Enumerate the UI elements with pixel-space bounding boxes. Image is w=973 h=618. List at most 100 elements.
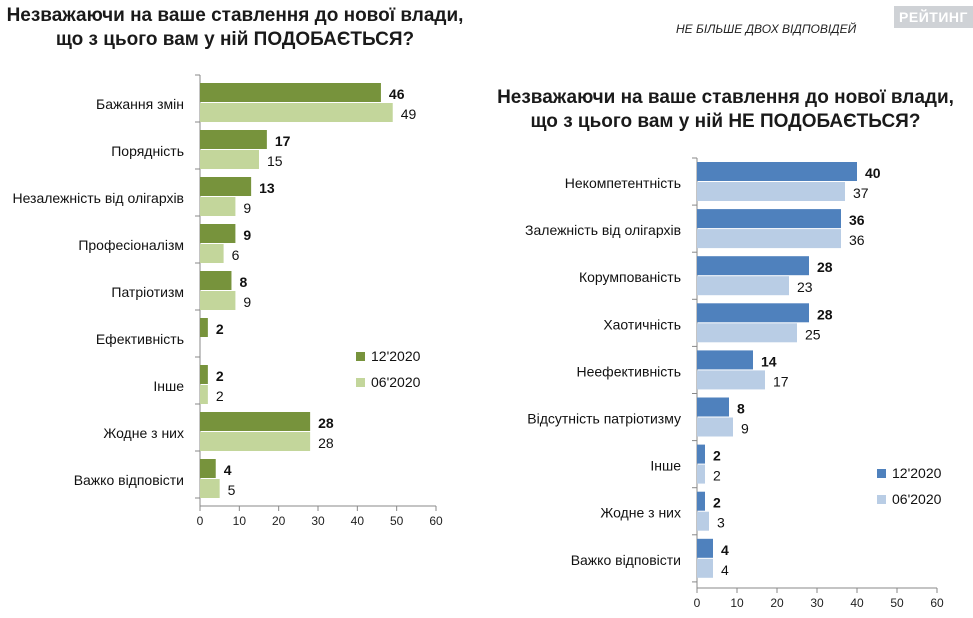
left-category-label: Важко відповісти <box>74 472 184 488</box>
left-data-label-s1: 5 <box>228 482 236 498</box>
right-data-label-s0: 4 <box>721 542 729 558</box>
right-bar-s1 <box>697 464 705 484</box>
right-category-label: Хаотичність <box>603 316 681 332</box>
left-x-tick-label: 50 <box>390 514 404 528</box>
left-x-tick-label: 60 <box>429 514 443 528</box>
right-data-label-s1: 4 <box>721 562 729 578</box>
right-bar-s0 <box>697 303 809 323</box>
right-data-label-s0: 2 <box>713 495 721 511</box>
right-bar-s0 <box>697 209 841 229</box>
left-bar-s0 <box>200 130 267 149</box>
right-x-tick-label: 30 <box>810 596 824 610</box>
left-data-label-s0: 4 <box>224 462 232 478</box>
left-category-label: Бажання змін <box>96 96 184 112</box>
right-bar-s1 <box>697 511 709 531</box>
right-category-label: Залежність від олігархів <box>525 222 681 238</box>
right-data-label-s0: 14 <box>761 353 777 369</box>
right-bar-s0 <box>697 350 753 370</box>
answer-limit-note: НЕ БІЛЬШЕ ДВОХ ВІДПОВІДЕЙ <box>676 22 857 36</box>
left-x-tick-label: 10 <box>233 514 247 528</box>
right-x-tick-label: 10 <box>730 596 744 610</box>
left-data-label-s1: 28 <box>318 435 334 451</box>
left-data-label-s0: 2 <box>216 368 224 384</box>
right-data-label-s1: 3 <box>717 515 725 531</box>
left-bar-s0 <box>200 365 208 384</box>
right-x-tick-label: 50 <box>890 596 904 610</box>
left-bar-s1 <box>200 479 220 498</box>
right-x-tick-label: 60 <box>930 596 944 610</box>
left-bar-s1 <box>200 385 208 404</box>
right-data-label-s1: 23 <box>797 279 813 295</box>
left-legend-label-s1: 06'2020 <box>371 374 421 390</box>
right-x-tick-label: 0 <box>694 596 701 610</box>
right-bar-s0 <box>697 397 729 417</box>
left-x-tick-label: 40 <box>351 514 365 528</box>
right-title-line-2: що з цього вам у ній НЕ ПОДОБАЄТЬСЯ? <box>530 111 921 132</box>
left-bar-s0 <box>200 83 381 102</box>
right-bar-s1 <box>697 276 789 296</box>
right-x-tick-label: 20 <box>770 596 784 610</box>
left-data-label-s0: 13 <box>259 180 275 196</box>
left-category-label: Професіоналізм <box>78 237 184 253</box>
right-legend-swatch-s0 <box>877 469 886 478</box>
right-category-label: Неефективність <box>577 363 682 379</box>
left-data-label-s0: 17 <box>275 133 291 149</box>
left-bar-s1 <box>200 197 236 216</box>
left-category-label: Патріотизм <box>111 284 184 300</box>
right-data-label-s1: 2 <box>713 468 721 484</box>
left-bar-s0 <box>200 318 208 337</box>
right-category-label: Некомпетентність <box>565 175 681 191</box>
left-data-label-s0: 2 <box>216 321 224 337</box>
left-x-tick-label: 20 <box>272 514 286 528</box>
right-data-label-s0: 2 <box>713 448 721 464</box>
left-category-label: Незалежність від олігархів <box>12 190 184 206</box>
right-legend-label-s1: 06'2020 <box>892 491 942 507</box>
right-data-label-s1: 17 <box>773 373 789 389</box>
right-bar-s0 <box>697 491 705 511</box>
right-data-label-s0: 36 <box>849 212 865 228</box>
left-data-label-s1: 9 <box>243 294 251 310</box>
right-bar-s0 <box>697 256 809 276</box>
right-data-label-s0: 8 <box>737 401 745 417</box>
left-bar-s0 <box>200 459 216 478</box>
right-bar-s1 <box>697 229 841 249</box>
left-title-line-2: що з цього вам у ній ПОДОБАЄТЬСЯ? <box>55 29 415 50</box>
right-data-label-s1: 36 <box>849 232 865 248</box>
right-data-label-s1: 37 <box>853 185 869 201</box>
right-bar-s1 <box>697 370 765 390</box>
left-bar-s1 <box>200 244 224 263</box>
right-chart-title: Незважаючи на ваше ставлення до нової вл… <box>478 86 973 134</box>
rating-logo: РЕЙТИНГ <box>894 6 973 28</box>
left-legend-swatch-s0 <box>356 352 365 361</box>
right-bar-s0 <box>697 162 857 181</box>
right-data-label-s0: 28 <box>817 259 833 275</box>
right-category-label: Жодне з них <box>600 505 681 521</box>
right-category-label: Інше <box>650 458 681 474</box>
right-bar-s1 <box>697 558 713 578</box>
left-data-label-s1: 9 <box>243 200 251 216</box>
left-bar-s0 <box>200 271 232 290</box>
left-data-label-s1: 49 <box>401 106 417 122</box>
left-data-label-s0: 46 <box>389 86 405 102</box>
right-legend-swatch-s1 <box>877 495 886 504</box>
right-data-label-s0: 28 <box>817 306 833 322</box>
left-category-label: Жодне з них <box>103 425 184 441</box>
right-bar-s1 <box>697 182 845 201</box>
left-category-label: Інше <box>153 378 184 394</box>
left-chart-title: Незважаючи на ваше ставлення до нової вл… <box>0 4 470 52</box>
left-bar-s1 <box>200 150 259 169</box>
right-title-line-1: Незважаючи на ваше ставлення до нової вл… <box>497 87 954 108</box>
left-x-tick-label: 30 <box>311 514 325 528</box>
right-data-label-s1: 9 <box>741 421 749 437</box>
right-category-label: Відсутність патріотизму <box>527 411 681 427</box>
left-data-label-s1: 6 <box>232 247 240 263</box>
right-category-label: Корумпованість <box>579 269 681 285</box>
left-category-label: Порядність <box>111 143 184 159</box>
left-data-label-s0: 8 <box>239 274 247 290</box>
left-bar-s0 <box>200 412 311 431</box>
left-data-label-s1: 2 <box>216 388 224 404</box>
left-data-label-s0: 9 <box>243 227 251 243</box>
right-bar-s1 <box>697 417 733 437</box>
right-data-label-s0: 40 <box>865 165 881 181</box>
left-bar-s0 <box>200 224 236 243</box>
